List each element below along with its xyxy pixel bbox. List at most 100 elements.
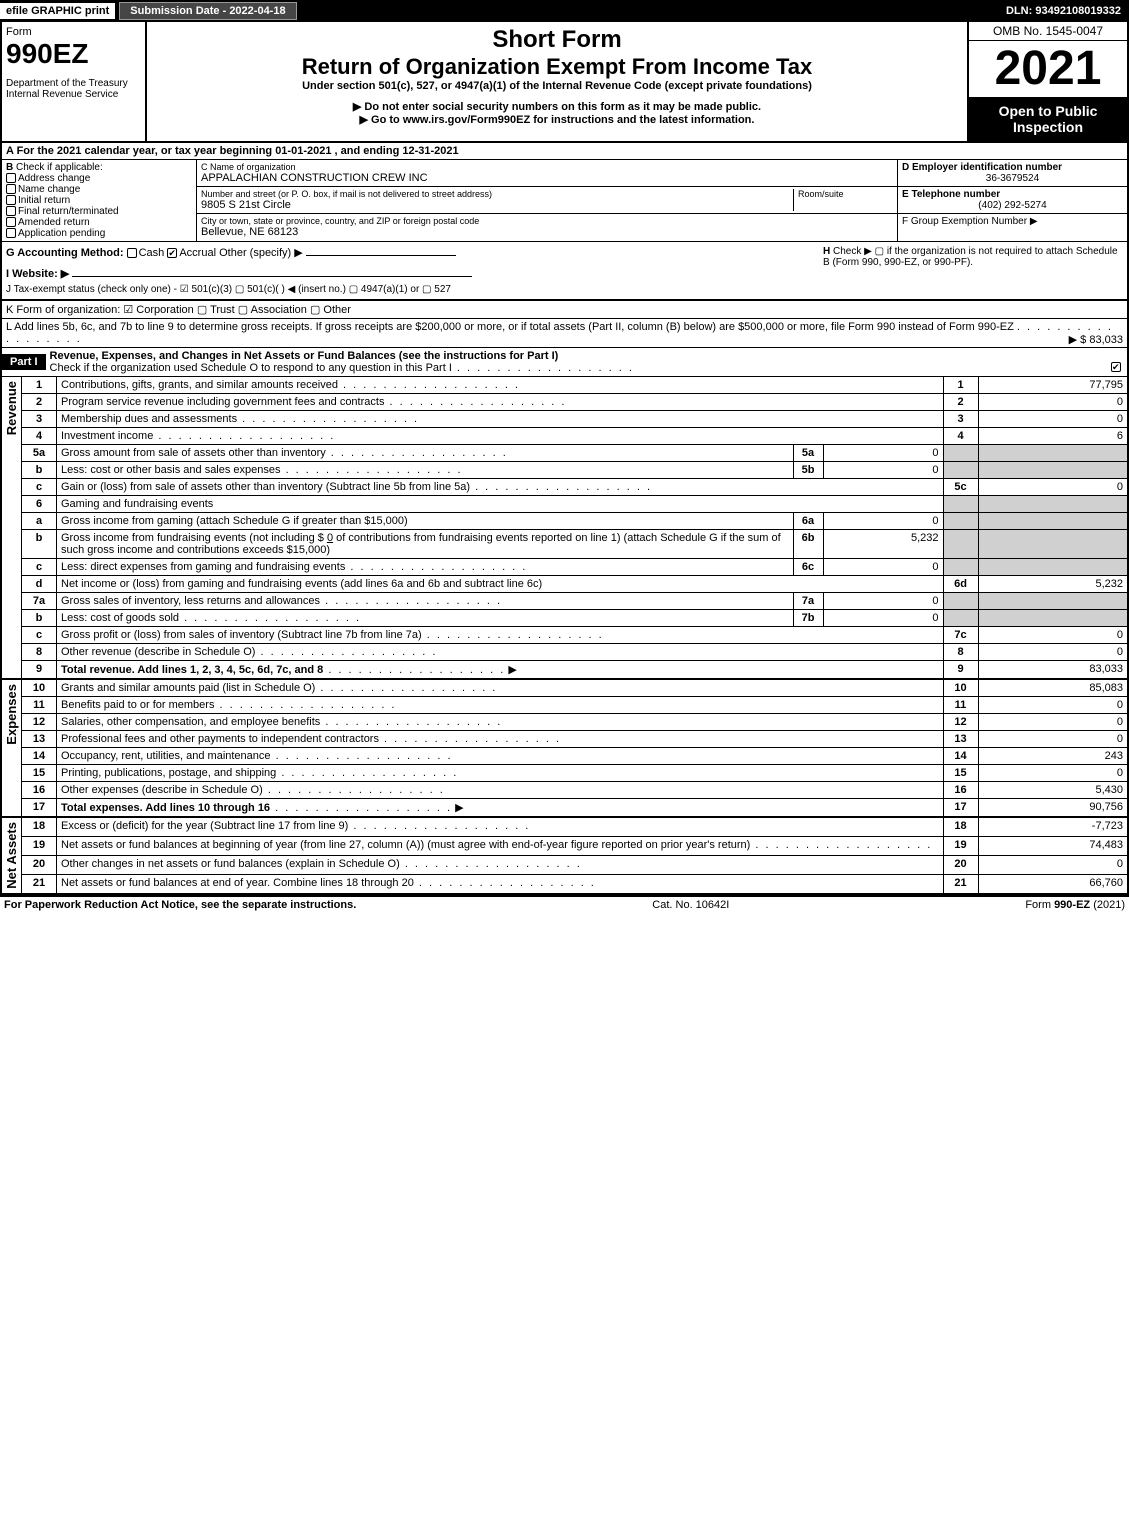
section-bcd: B Check if applicable: Address change Na… (0, 160, 1129, 242)
line5a-desc: Gross amount from sale of assets other t… (61, 447, 326, 459)
footer-right: Form 990-EZ (2021) (1025, 899, 1125, 911)
line20-amt: 0 (978, 855, 1128, 874)
line20-desc: Other changes in net assets or fund bala… (61, 858, 400, 870)
cb-final-return[interactable]: Final return/terminated (6, 206, 192, 217)
submission-date: Submission Date - 2022-04-18 (119, 2, 296, 20)
line5c-desc: Gain or (loss) from sale of assets other… (61, 481, 470, 493)
line5a-amt: 0 (823, 445, 943, 462)
title-block: Short Form Return of Organization Exempt… (147, 22, 967, 141)
l-amount: ▶ $ 83,033 (1069, 333, 1123, 346)
org-address: 9805 S 21st Circle (201, 199, 793, 211)
tax-year: 2021 (969, 41, 1127, 97)
h-label: H (823, 246, 830, 257)
note-link[interactable]: ▶ Go to www.irs.gov/Form990EZ for instru… (151, 113, 963, 126)
dln: DLN: 93492108019332 (998, 3, 1129, 19)
line4-desc: Investment income (61, 430, 153, 442)
short-form-title: Short Form (151, 26, 963, 54)
e-phone-label: E Telephone number (902, 189, 1123, 200)
omb-number: OMB No. 1545-0047 (969, 22, 1127, 41)
section-b: B Check if applicable: Address change Na… (2, 160, 197, 241)
phone-value: (402) 292-5274 (902, 200, 1123, 211)
org-city: Bellevue, NE 68123 (201, 226, 893, 238)
line9-amt: 83,033 (978, 661, 1128, 680)
cb-pending[interactable]: Application pending (6, 228, 192, 239)
line13-desc: Professional fees and other payments to … (61, 733, 379, 745)
line15-amt: 0 (978, 765, 1128, 782)
line21-desc: Net assets or fund balances at end of ye… (61, 877, 414, 889)
h-text: Check ▶ ▢ if the organization is not req… (823, 246, 1118, 268)
line3-desc: Membership dues and assessments (61, 413, 237, 425)
c-addr-label: Number and street (or P. O. box, if mail… (201, 189, 793, 199)
l-text: L Add lines 5b, 6c, and 7b to line 9 to … (6, 321, 1014, 333)
website-input[interactable] (72, 276, 472, 277)
line5b-amt: 0 (823, 462, 943, 479)
cb-address-change[interactable]: Address change (6, 173, 192, 184)
other-label: Other (specify) ▶ (219, 247, 303, 259)
cb-schedule-o[interactable] (1111, 362, 1121, 372)
header-bar: efile GRAPHIC print Submission Date - 20… (0, 0, 1129, 22)
line6d-amt: 5,232 (978, 576, 1128, 593)
line16-amt: 5,430 (978, 782, 1128, 799)
note-ssn: ▶ Do not enter social security numbers o… (151, 100, 963, 113)
line7b-desc: Less: cost of goods sold (61, 612, 179, 624)
irs-label: Internal Revenue Service (6, 89, 141, 100)
netassets-label: Net Assets (2, 818, 21, 893)
cb-initial-return[interactable]: Initial return (6, 195, 192, 206)
c-city-label: City or town, state or province, country… (201, 216, 893, 226)
main-title: Return of Organization Exempt From Incom… (151, 54, 963, 80)
section-k: K Form of organization: ☑ Corporation ▢ … (0, 300, 1129, 318)
footer-mid: Cat. No. 10642I (356, 899, 1025, 911)
line12-amt: 0 (978, 714, 1128, 731)
line15-desc: Printing, publications, postage, and shi… (61, 767, 276, 779)
part1-table: Revenue 1Contributions, gifts, grants, a… (0, 376, 1129, 895)
line19-amt: 74,483 (978, 836, 1128, 855)
line9-desc: Total revenue. Add lines 1, 2, 3, 4, 5c,… (61, 664, 323, 676)
section-def: D Employer identification number 36-3679… (897, 160, 1127, 241)
line21-amt: 66,760 (978, 874, 1128, 893)
part1-title: Revenue, Expenses, and Changes in Net As… (50, 350, 559, 362)
line18-desc: Excess or (deficit) for the year (Subtra… (61, 820, 348, 832)
form-label: Form (6, 26, 141, 38)
cb-name-change[interactable]: Name change (6, 184, 192, 195)
form-number: 990EZ (6, 38, 141, 70)
cb-cash[interactable] (127, 248, 137, 258)
page-footer: For Paperwork Reduction Act Notice, see … (0, 895, 1129, 913)
b-check-label: Check if applicable: (16, 162, 103, 173)
part1-header: Part I Revenue, Expenses, and Changes in… (0, 347, 1129, 376)
d-ein-label: D Employer identification number (902, 162, 1123, 173)
part1-check-text: Check if the organization used Schedule … (50, 362, 452, 374)
section-j: J Tax-exempt status (check only one) - ☑… (6, 284, 823, 295)
line7a-desc: Gross sales of inventory, less returns a… (61, 595, 320, 607)
line7a-amt: 0 (823, 593, 943, 610)
line5c-amt: 0 (978, 479, 1128, 496)
cb-accrual[interactable] (167, 248, 177, 258)
line13-amt: 0 (978, 731, 1128, 748)
org-name: APPALACHIAN CONSTRUCTION CREW INC (201, 172, 893, 184)
line8-amt: 0 (978, 644, 1128, 661)
section-c: C Name of organization APPALACHIAN CONST… (197, 160, 897, 241)
line2-desc: Program service revenue including govern… (61, 396, 384, 408)
line7c-amt: 0 (978, 627, 1128, 644)
year-block: OMB No. 1545-0047 2021 Open to Public In… (967, 22, 1127, 141)
line6a-desc: Gross income from gaming (attach Schedul… (61, 515, 408, 527)
section-gh: G Accounting Method: Cash Accrual Other … (0, 242, 1129, 300)
line10-amt: 85,083 (978, 679, 1128, 697)
cb-amended[interactable]: Amended return (6, 217, 192, 228)
other-input[interactable] (306, 255, 456, 256)
revenue-label: Revenue (2, 377, 21, 439)
line5b-desc: Less: cost or other basis and sales expe… (61, 464, 281, 476)
line17-amt: 90,756 (978, 799, 1128, 818)
form-id-block: Form 990EZ Department of the Treasury In… (2, 22, 147, 141)
line11-desc: Benefits paid to or for members (61, 699, 214, 711)
efile-label[interactable]: efile GRAPHIC print (0, 3, 115, 19)
line4-amt: 6 (978, 428, 1128, 445)
accrual-label: Accrual (179, 247, 216, 259)
cash-label: Cash (139, 247, 165, 259)
line7c-desc: Gross profit or (loss) from sales of inv… (61, 629, 422, 641)
f-group-label: F Group Exemption Number ▶ (898, 214, 1127, 229)
line1-num: 1 (943, 377, 978, 394)
line1-amt: 77,795 (978, 377, 1128, 394)
line6-desc: Gaming and fundraising events (57, 496, 944, 513)
footer-left: For Paperwork Reduction Act Notice, see … (4, 899, 356, 911)
open-public: Open to Public Inspection (969, 97, 1127, 141)
